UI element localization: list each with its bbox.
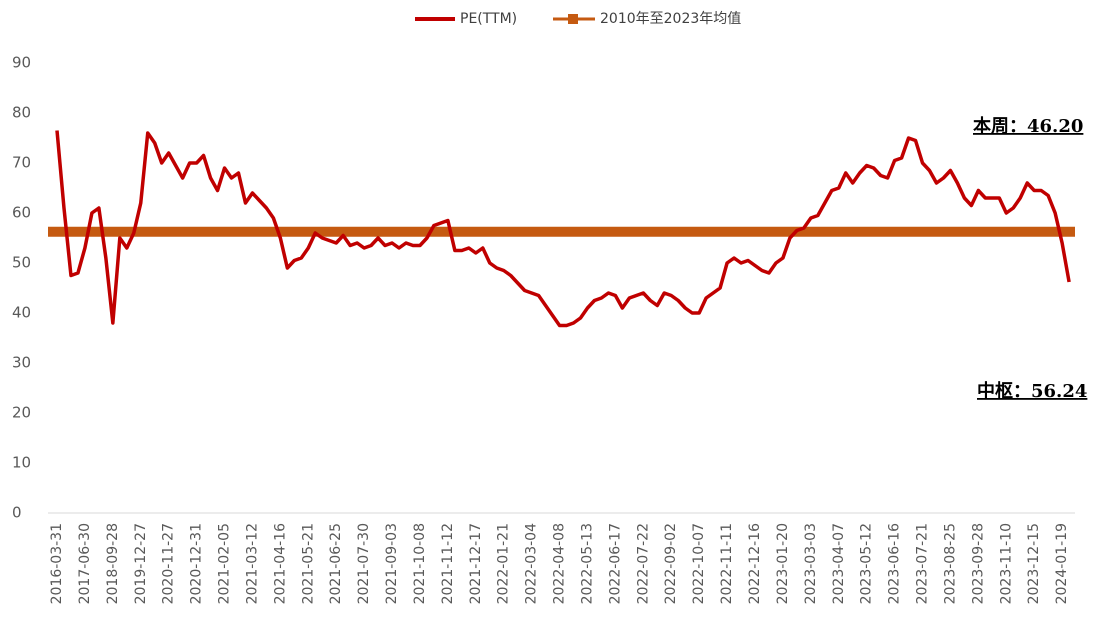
y-tick-label: 80 xyxy=(12,104,31,122)
x-tick-label: 2023-04-07 xyxy=(831,523,847,604)
x-tick-label: 2022-12-16 xyxy=(747,523,763,604)
y-tick-label: 50 xyxy=(12,254,31,272)
annotation: 本周：46.20 xyxy=(973,115,1083,137)
x-tick-label: 2021-06-25 xyxy=(328,523,344,604)
y-tick-label: 90 xyxy=(12,54,31,72)
y-tick-label: 0 xyxy=(12,504,22,522)
x-tick-label: 2021-04-16 xyxy=(272,523,288,604)
x-tick-label: 2021-05-21 xyxy=(300,523,316,604)
y-tick-label: 30 xyxy=(12,354,31,372)
x-tick-label: 2016-03-31 xyxy=(49,523,65,604)
x-tick-label: 2022-11-11 xyxy=(719,523,735,604)
x-tick-label: 2021-07-30 xyxy=(356,523,372,604)
x-tick-label: 2024-01-19 xyxy=(1054,523,1070,604)
y-tick-label: 20 xyxy=(12,404,31,422)
legend-label: PE(TTM) xyxy=(460,11,517,27)
y-tick-label: 40 xyxy=(12,304,31,322)
x-tick-label: 2021-02-05 xyxy=(217,523,233,604)
x-tick-label: 2022-06-17 xyxy=(607,523,623,604)
x-tick-label: 2023-12-15 xyxy=(1026,523,1042,604)
x-tick-label: 2021-03-12 xyxy=(244,523,260,604)
x-tick-label: 2023-03-03 xyxy=(803,523,819,604)
x-tick-label: 2021-11-12 xyxy=(440,523,456,604)
x-tick-label: 2023-06-16 xyxy=(887,523,903,604)
line-series xyxy=(55,130,1071,328)
x-tick-label: 2019-12-27 xyxy=(133,523,149,604)
x-tick-label: 2021-09-03 xyxy=(384,523,400,604)
x-tick-label: 2023-01-20 xyxy=(775,523,791,604)
x-tick-label: 2022-05-13 xyxy=(579,523,595,604)
x-tick-label: 2020-12-31 xyxy=(189,523,205,604)
x-tick-label: 2022-10-07 xyxy=(691,523,707,604)
x-tick-label: 2022-04-08 xyxy=(552,523,568,604)
x-tick-label: 2022-03-04 xyxy=(524,523,540,604)
x-tick-label: 2022-07-22 xyxy=(635,523,651,604)
x-tick-label: 2023-05-12 xyxy=(859,523,875,604)
x-tick-label: 2023-08-25 xyxy=(942,523,958,604)
x-tick-label: 2017-06-30 xyxy=(77,523,93,604)
y-tick-label: 70 xyxy=(12,154,31,172)
y-tick-label: 10 xyxy=(12,454,31,472)
x-tick-label: 2018-09-28 xyxy=(105,523,121,604)
x-tick-label: 2021-12-17 xyxy=(468,523,484,604)
y-tick-label: 60 xyxy=(12,204,31,222)
legend-label: 2010年至2023年均值 xyxy=(600,11,741,27)
x-tick-label: 2023-11-10 xyxy=(998,523,1014,604)
x-tick-label: 2020-11-27 xyxy=(161,523,177,604)
x-tick-label: 2022-01-21 xyxy=(496,523,512,604)
x-tick-label: 2022-09-02 xyxy=(663,523,679,604)
x-tick-label: 2021-10-08 xyxy=(412,523,428,604)
x-tick-label: 2023-09-28 xyxy=(970,523,986,604)
legend-swatch xyxy=(568,14,578,24)
annotation: 中枢：56.24 xyxy=(977,380,1087,402)
x-tick-label: 2023-07-21 xyxy=(915,523,931,604)
